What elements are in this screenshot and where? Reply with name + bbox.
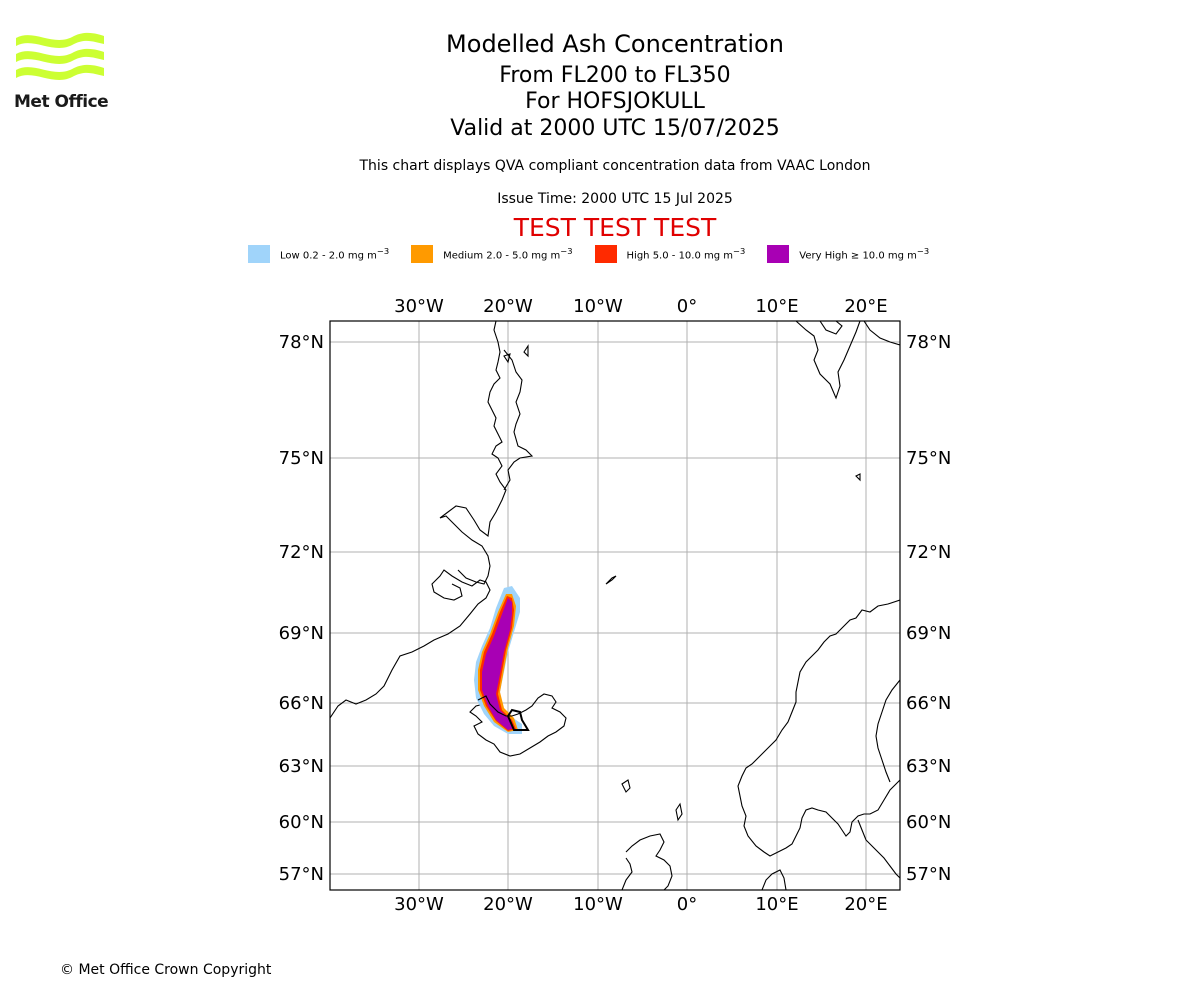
- lat-labels-left: 78°N 75°N 72°N 69°N 66°N 63°N 60°N 57°N: [279, 332, 324, 885]
- legend-label-high: High 5.0 - 10.0 mg m−3: [626, 246, 746, 262]
- coast-shetland: [675, 802, 683, 822]
- legend-item-very-high: Very High ≥ 10.0 mg m−3: [767, 245, 929, 263]
- lat-tick-left: 78°N: [279, 332, 324, 353]
- ash-very-high-region: [482, 598, 514, 730]
- legend-label-low: Low 0.2 - 2.0 mg m−3: [280, 246, 390, 262]
- lon-tick-top: 0°: [677, 296, 697, 317]
- graticule: [330, 321, 900, 890]
- lon-tick-bottom: 20°W: [483, 894, 533, 915]
- lon-labels-bottom: 30°W 20°W 10°W 0° 10°E 20°E: [394, 894, 887, 915]
- lat-tick-right: 63°N: [906, 756, 951, 777]
- map-background: [330, 321, 900, 890]
- logo-waves-icon: [16, 32, 104, 80]
- lat-tick-left: 57°N: [279, 864, 324, 885]
- lat-tick-left: 69°N: [279, 623, 324, 644]
- legend-swatch-high: [594, 245, 617, 263]
- coastlines: [330, 321, 900, 890]
- lon-tick-bottom: 10°W: [573, 894, 623, 915]
- lon-tick-bottom: 20°E: [844, 894, 887, 915]
- lon-tick-top: 20°W: [483, 296, 533, 317]
- valid-time: Valid at 2000 UTC 15/07/2025: [450, 116, 780, 141]
- flight-levels: From FL200 to FL350: [499, 63, 731, 88]
- lat-tick-right: 60°N: [906, 812, 951, 833]
- map-frame: [329, 320, 901, 891]
- lat-tick-right: 57°N: [906, 864, 951, 885]
- legend-item-low: Low 0.2 - 2.0 mg m−3: [248, 245, 389, 263]
- volcano-marker-outline: [506, 708, 530, 731]
- legend-item-medium: Medium 2.0 - 5.0 mg m−3: [411, 245, 573, 263]
- lat-labels-right: 78°N 75°N 72°N 69°N 66°N 63°N 60°N 57°N: [906, 332, 951, 885]
- coast-jan-mayen: [605, 575, 617, 585]
- coast-denmark: [761, 869, 787, 890]
- coast-finland: [875, 679, 900, 783]
- coast-scotland: [621, 833, 673, 890]
- lon-labels-top: 30°W 20°W 10°W 0° 10°E 20°E: [394, 296, 887, 317]
- lat-tick-right: 75°N: [906, 448, 951, 469]
- test-banner: TEST TEST TEST: [513, 213, 717, 242]
- copyright-notice: © Met Office Crown Copyright: [60, 962, 272, 978]
- coast-svalbard: [795, 321, 900, 400]
- lat-tick-right: 72°N: [906, 542, 951, 563]
- legend-label-medium: Medium 2.0 - 5.0 mg m−3: [443, 246, 573, 262]
- lat-tick-left: 75°N: [279, 448, 324, 469]
- lat-tick-left: 63°N: [279, 756, 324, 777]
- lat-tick-left: 60°N: [279, 812, 324, 833]
- ash-plume: [474, 586, 530, 734]
- coast-greenland: [330, 321, 507, 719]
- lat-tick-right: 69°N: [906, 623, 951, 644]
- lon-tick-top: 20°E: [844, 296, 887, 317]
- lat-tick-right: 78°N: [906, 332, 951, 353]
- coast-faroe: [621, 779, 631, 793]
- legend: Low 0.2 - 2.0 mg m−3 Medium 2.0 - 5.0 mg…: [248, 244, 951, 264]
- chart-description: This chart displays QVA compliant concen…: [359, 158, 871, 174]
- met-office-logo: Met Office: [14, 30, 109, 112]
- legend-label-very-high: Very High ≥ 10.0 mg m−3: [799, 246, 930, 262]
- coast-greenland-fjords: [503, 344, 534, 491]
- legend-swatch-low: [248, 245, 270, 263]
- legend-swatch-medium: [411, 245, 434, 263]
- coast-scandinavia: [737, 599, 900, 857]
- coast-baltic: [857, 819, 900, 879]
- lat-tick-left: 66°N: [279, 693, 324, 714]
- lon-tick-bottom: 0°: [677, 894, 697, 915]
- lon-tick-bottom: 30°W: [394, 894, 444, 915]
- coast-bear-island: [855, 473, 861, 482]
- lon-tick-top: 30°W: [394, 296, 444, 317]
- chart-title: Modelled Ash Concentration: [446, 30, 784, 58]
- lat-tick-left: 72°N: [279, 542, 324, 563]
- legend-swatch-very-high: [767, 245, 790, 263]
- logo-text: Met Office: [14, 92, 109, 112]
- lat-tick-right: 66°N: [906, 693, 951, 714]
- volcano-name: For HOFSJOKULL: [525, 89, 705, 114]
- lon-tick-top: 10°W: [573, 296, 623, 317]
- legend-item-high: High 5.0 - 10.0 mg m−3: [594, 245, 746, 263]
- issue-time: Issue Time: 2000 UTC 15 Jul 2025: [497, 191, 733, 207]
- lon-tick-bottom: 10°E: [755, 894, 798, 915]
- lon-tick-top: 10°E: [755, 296, 798, 317]
